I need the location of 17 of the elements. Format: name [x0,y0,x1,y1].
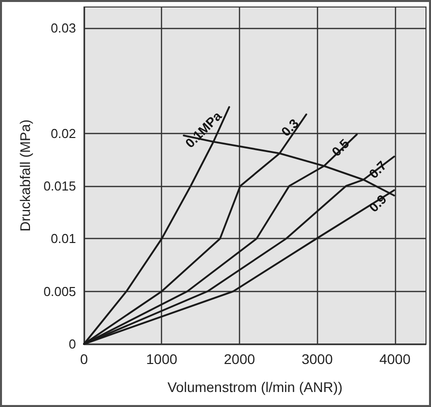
y-tick-label: 0 [68,336,76,352]
x-tick-label: 4000 [379,351,411,367]
text: 0.7 [366,158,390,182]
x-tick-label: 0 [80,351,88,367]
y-tick-label: 0.005 [43,284,76,299]
x-tick-label: 2000 [224,351,256,367]
text: 0.5 [328,136,352,160]
text: 0.3 [278,116,302,140]
y-axis-title: Druckabfall (MPa) [17,119,33,232]
y-tick-label: 0.015 [43,178,76,194]
x-tick-label: 1000 [146,351,178,367]
x-tick-label: 3000 [302,351,333,367]
text: 0.9 [366,192,390,216]
x-axis-title: Volumenstrom (l/min (ANR)) [167,379,343,395]
y-tick-label: 0.03 [50,20,76,36]
y-tick-label: 0.02 [50,126,76,141]
y-tick-label: 0.01 [50,231,76,246]
